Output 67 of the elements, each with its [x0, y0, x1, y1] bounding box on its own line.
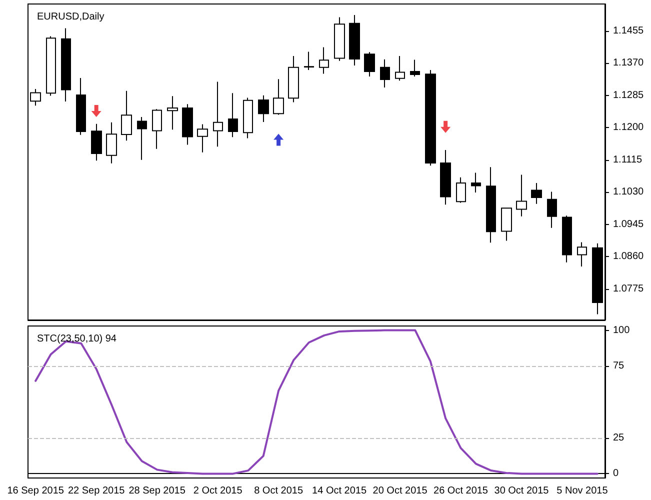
candlestick: [425, 70, 436, 166]
candlestick: [243, 97, 253, 139]
x-tick-label: 30 Oct 2015: [494, 486, 550, 496]
x-tick-label: 14 Oct 2015: [312, 486, 367, 496]
candlestick: [288, 55, 299, 103]
candlestick: [91, 123, 102, 162]
y-tick-label: 1.0775: [613, 283, 644, 294]
point: [440, 120, 451, 133]
y-tick-label: 1.1285: [613, 90, 644, 101]
candlestick: [547, 191, 557, 228]
x-tick-label: 22 Sep 2015: [68, 486, 126, 496]
x-tick-label: 16 Sep 2015: [7, 486, 64, 496]
y-tick-label: 1.1455: [613, 25, 644, 36]
candlestick: [258, 94, 269, 122]
text: STC(23,50,10) 94: [37, 334, 117, 344]
candlestick: [106, 122, 117, 164]
candlestick: [440, 150, 451, 206]
y-tick-label: 1.1030: [613, 186, 644, 198]
candlestick: [334, 16, 345, 62]
candlestick: [137, 116, 147, 160]
candlestick: [531, 182, 542, 204]
candlestick: [364, 52, 375, 77]
y-tick-label: 75: [613, 360, 625, 372]
candlestick: [380, 58, 390, 88]
candlestick: [46, 36, 56, 96]
y-tick-label: 100: [613, 324, 630, 336]
candlestick: [182, 104, 193, 146]
candlestick: [30, 88, 41, 106]
y-tick-label: 1.1200: [613, 122, 644, 134]
y-tick-label: 0: [613, 468, 619, 480]
candlestick: [592, 242, 603, 315]
y-tick-label: 1.1370: [613, 58, 644, 69]
candlestick: [349, 14, 360, 66]
y-tick-label: 25: [613, 432, 625, 444]
candlestick: [213, 81, 223, 148]
x-tick-label: 26 Oct 2015: [434, 486, 488, 496]
line-series: [34, 329, 598, 475]
x-tick-label: 20 Oct 2015: [372, 486, 428, 496]
y-tick-label: 1.1115: [613, 154, 643, 166]
x-tick-label: 5 Nov 2015: [556, 486, 608, 496]
candlestick: [304, 51, 314, 71]
x-tick-label: 8 Oct 2015: [254, 486, 304, 496]
candlestick: [562, 215, 572, 263]
candlestick: [76, 77, 86, 136]
candlestick: [486, 166, 496, 244]
candlestick: [121, 90, 132, 142]
y-tick-label: 1.0860: [613, 251, 644, 262]
candlestick: [319, 46, 329, 74]
x-tick-label: 28 Sep 2015: [128, 486, 186, 496]
candlestick: [410, 59, 420, 77]
candlestick: [501, 208, 512, 242]
point: [91, 104, 102, 117]
candlestick: [61, 28, 71, 102]
candlestick: [456, 176, 466, 204]
candlestick: [197, 124, 208, 153]
candlestick: [395, 55, 405, 82]
y-tick-label: 1.0945: [613, 218, 644, 230]
candlestick: [167, 96, 178, 130]
candlestick: [228, 92, 238, 138]
candlestick: [471, 172, 481, 194]
x-tick-label: 2 Oct 2015: [193, 486, 243, 496]
text: EURUSD,Daily: [37, 12, 104, 22]
candlestick: [516, 174, 527, 217]
candlestick: [273, 78, 284, 116]
candlestick: [152, 108, 162, 150]
point: [274, 134, 284, 146]
candlestick: [577, 242, 587, 268]
